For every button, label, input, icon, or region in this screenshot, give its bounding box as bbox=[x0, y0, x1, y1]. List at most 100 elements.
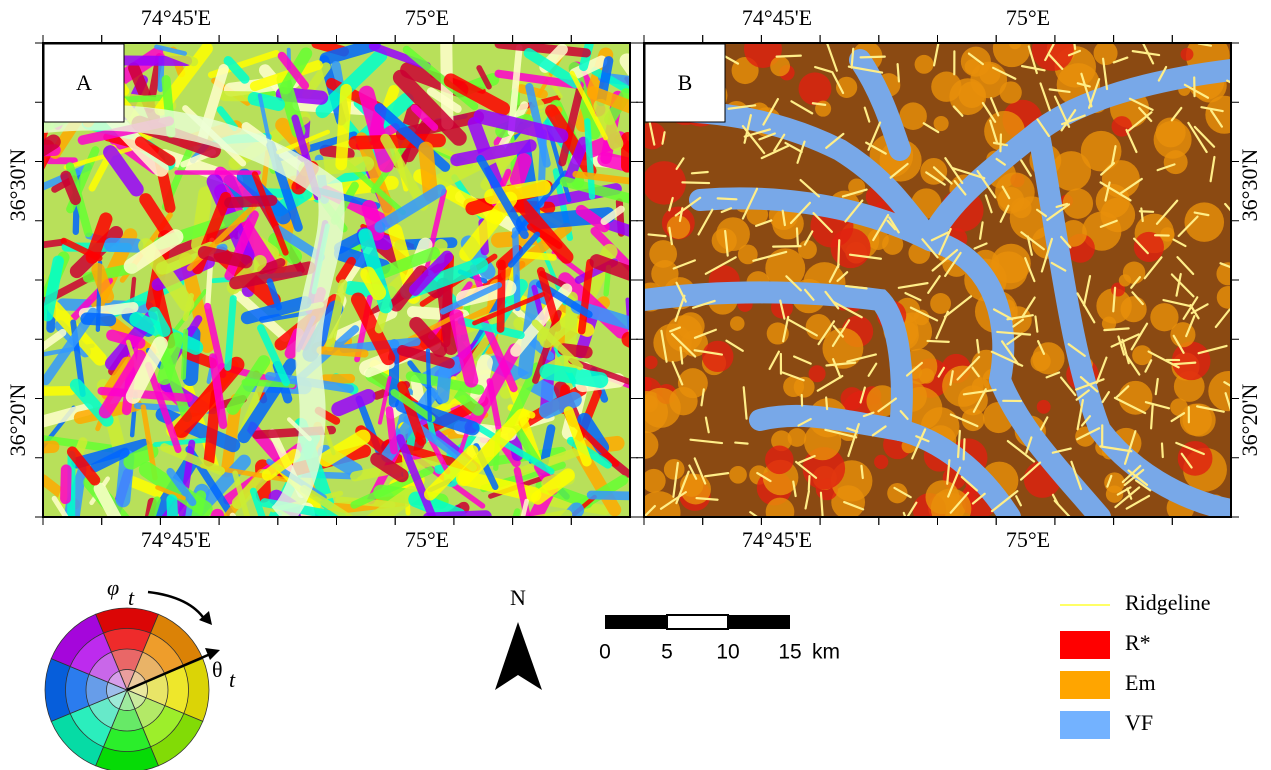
em-patch bbox=[1119, 381, 1153, 415]
em-patch bbox=[788, 428, 807, 447]
scale-segment bbox=[667, 615, 728, 629]
top-tick-label: 75°E bbox=[1006, 5, 1050, 30]
legend-label: R* bbox=[1125, 630, 1151, 655]
em-patch bbox=[1104, 472, 1125, 493]
ridgeline bbox=[838, 240, 839, 267]
em-patch bbox=[765, 446, 794, 475]
em-patch bbox=[1032, 29, 1074, 71]
phi-label: φ bbox=[107, 575, 119, 600]
north-label: N bbox=[510, 585, 526, 610]
em-patch bbox=[1000, 81, 1022, 103]
terrain-stripe bbox=[183, 331, 185, 377]
arrow-left bbox=[495, 622, 518, 690]
terrain-stripe bbox=[233, 516, 268, 574]
scale-label: 15 bbox=[778, 641, 801, 664]
ridgeline bbox=[797, 228, 798, 245]
em-patch bbox=[934, 116, 949, 131]
ridgeline bbox=[777, 56, 801, 57]
terrain-stripe bbox=[522, 255, 553, 258]
em-patch bbox=[961, 47, 991, 77]
terrain-stripe bbox=[389, 410, 394, 451]
side-tick-label: 36°30'N bbox=[1237, 149, 1262, 222]
scale-bar: 0 5 10 15 km bbox=[599, 615, 840, 664]
terrain-stripe bbox=[341, 90, 346, 165]
em-patch bbox=[899, 102, 927, 130]
bottom-tick-label: 74°45'E bbox=[141, 527, 211, 552]
scale-segment bbox=[605, 615, 667, 629]
em-patch bbox=[642, 469, 666, 493]
em-patch bbox=[915, 55, 934, 74]
em-patch bbox=[1156, 117, 1186, 147]
legend-label: VF bbox=[1125, 710, 1153, 735]
ridgeline bbox=[718, 198, 737, 199]
em-patch bbox=[1180, 48, 1193, 61]
terrain-stripe bbox=[499, 511, 517, 571]
em-patch bbox=[809, 365, 826, 382]
legend-label: Em bbox=[1125, 670, 1156, 695]
em-patch bbox=[664, 459, 685, 480]
legend-label: Ridgeline bbox=[1125, 590, 1211, 615]
scale-label: 5 bbox=[661, 641, 673, 664]
top-tick-label: 75°E bbox=[405, 5, 449, 30]
arrow-right bbox=[518, 622, 542, 690]
em-patch bbox=[806, 314, 832, 340]
ridgeline bbox=[861, 57, 885, 58]
em-patch bbox=[799, 72, 832, 105]
panel-label: A bbox=[76, 70, 92, 95]
terrain-stripe bbox=[547, 372, 600, 380]
legend-swatch bbox=[1060, 711, 1110, 739]
ridgeline bbox=[735, 443, 747, 444]
ridgeline bbox=[809, 476, 810, 490]
em-patch bbox=[1217, 286, 1240, 309]
panel-label: B bbox=[678, 70, 693, 95]
em-patch bbox=[998, 187, 1025, 214]
theta-label: θ bbox=[212, 657, 223, 682]
em-patch bbox=[644, 356, 658, 370]
em-patch bbox=[942, 366, 983, 407]
color-wheel: φtθt bbox=[45, 575, 236, 770]
em-patch bbox=[874, 455, 888, 469]
em-patch bbox=[638, 377, 651, 390]
em-patch bbox=[716, 217, 750, 251]
em-patch bbox=[1123, 261, 1145, 283]
legend: Ridgeline R* Em VF bbox=[1060, 590, 1211, 739]
scale-segment bbox=[728, 615, 790, 629]
terrain-stripe bbox=[517, 161, 524, 180]
terrain-stripe bbox=[87, 319, 110, 320]
em-patch bbox=[949, 78, 986, 115]
em-patch bbox=[1121, 296, 1147, 322]
em-patch bbox=[798, 240, 817, 259]
top-tick-label: 74°45'E bbox=[141, 5, 211, 30]
scale-label: 0 bbox=[599, 641, 611, 664]
terrain-stripe bbox=[98, 270, 107, 297]
terrain-stripe bbox=[254, 99, 278, 105]
north-arrow: N bbox=[495, 585, 542, 690]
terrain-stripe bbox=[65, 470, 66, 499]
em-patch bbox=[729, 466, 747, 484]
side-tick-label: 36°20'N bbox=[5, 384, 30, 457]
terrain-stripe bbox=[111, 245, 136, 246]
em-patch bbox=[766, 498, 795, 527]
em-patch bbox=[1037, 400, 1051, 414]
ridgeline bbox=[1162, 443, 1163, 457]
ridgeline bbox=[977, 340, 979, 353]
terrain-stripe bbox=[204, 253, 246, 262]
map-panel-a bbox=[0, 43, 675, 583]
legend-swatch bbox=[1060, 631, 1110, 659]
scale-label: 10 bbox=[716, 641, 739, 664]
terrain-stripe bbox=[112, 335, 140, 343]
bottom-tick-label: 74°45'E bbox=[742, 527, 812, 552]
terrain-stripe bbox=[320, 350, 364, 353]
terrain-stripe bbox=[29, 242, 63, 247]
terrain-stripe bbox=[426, 149, 431, 194]
em-patch bbox=[702, 341, 733, 372]
terrain-stripe bbox=[501, 264, 502, 329]
phi-subscript: t bbox=[128, 585, 135, 610]
terrain-stripe bbox=[307, 512, 338, 574]
figure: A 74°45'E 74°45'E 75°E 75°E 36°30'N 36°20'N B 74… bbox=[0, 0, 1271, 770]
terrain-stripe bbox=[131, 451, 151, 462]
terrain-stripe bbox=[428, 350, 430, 420]
ridgeline bbox=[861, 466, 862, 478]
ridgeline bbox=[898, 64, 899, 81]
em-patch bbox=[920, 158, 947, 185]
